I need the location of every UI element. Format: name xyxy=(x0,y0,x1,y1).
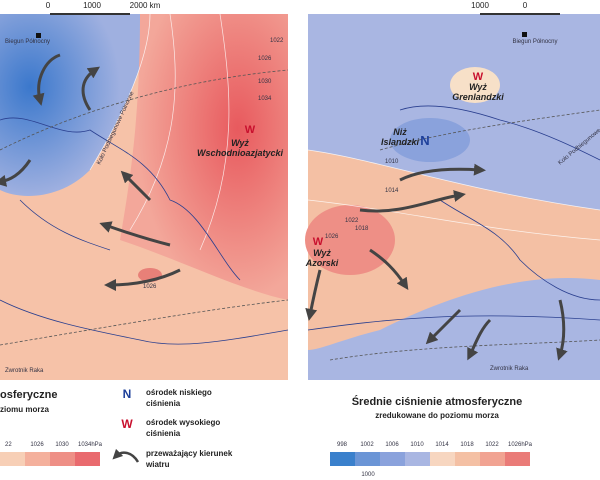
legend-tick: 1014 xyxy=(435,442,449,448)
high-name: Wyż xyxy=(469,82,487,92)
legend-tick: 1010 xyxy=(410,442,424,448)
scale-label: 0 xyxy=(46,1,51,10)
left-legend: osferyczne ziomu morza 22 1026 1030 1034… xyxy=(0,389,103,466)
key: N ośrodek niskiego ciśnienia W ośrodek w… xyxy=(112,387,233,469)
high-symbol: W xyxy=(473,71,484,83)
legend-tick: 1026hPa xyxy=(508,442,533,448)
legend-tick: 998 xyxy=(337,442,348,448)
isobar-label: 1022 xyxy=(270,38,284,44)
isobar-label: 1018 xyxy=(355,226,369,232)
scale-label: 1000 xyxy=(83,1,101,10)
legend-tick: 1022 xyxy=(485,442,499,448)
legend-tick: 1006 xyxy=(385,442,399,448)
right-map: 1000 0 Biegun Północny W Wyż Grenlandzki… xyxy=(305,1,600,380)
key-text: przeważający kierunek xyxy=(146,449,233,458)
legend-tick: 1034hPa xyxy=(78,442,103,448)
key-text: ciśnienia xyxy=(146,399,181,408)
key-text: ciśnienia xyxy=(146,429,181,438)
scale-label: 0 xyxy=(523,1,528,10)
low-symbol: N xyxy=(123,387,132,401)
key-text: ośrodek wysokiego xyxy=(146,418,220,427)
legend-tick: 22 xyxy=(5,442,12,448)
legend-title: Średnie ciśnienie atmosferyczne xyxy=(352,395,523,408)
legend-tick: 1000 xyxy=(361,472,375,478)
right-legend: Średnie ciśnienie atmosferyczne zredukow… xyxy=(330,395,533,478)
isobar-label: 1014 xyxy=(385,188,399,194)
legend-tick: 1026 xyxy=(30,442,44,448)
isobar-label: 1030 xyxy=(258,79,272,85)
low-name: Niż xyxy=(393,127,407,137)
isobar-label: 1026 xyxy=(143,284,157,290)
legend-tick: 1030 xyxy=(55,442,69,448)
pole-label: Biegun Północny xyxy=(5,39,50,45)
pole-label: Biegun Północny xyxy=(512,39,557,45)
legend-title: osferyczne xyxy=(0,389,57,401)
key-text: ośrodek niskiego xyxy=(146,388,212,397)
high-name: Wyż xyxy=(313,248,331,258)
scale-label: 1000 xyxy=(471,1,489,10)
legend-subtitle: zredukowane do poziomu morza xyxy=(375,411,499,420)
legend-tick: 1002 xyxy=(360,442,374,448)
isobar-label: 1026 xyxy=(325,234,339,240)
legend-subtitle: ziomu morza xyxy=(0,405,49,414)
scale-label: 2000 km xyxy=(130,1,161,10)
tropic-label: Zwrotnik Raka xyxy=(490,366,529,372)
high-name: Grenlandzki xyxy=(452,92,504,102)
isobar-label: 1026 xyxy=(258,56,272,62)
key-text: wiatru xyxy=(145,460,170,469)
high-name: Wschodnioazjatycki xyxy=(197,148,284,158)
tropic-label: Zwrotnik Raka xyxy=(5,368,44,374)
high-symbol: W xyxy=(313,236,324,248)
isobar-label: 1010 xyxy=(385,159,399,165)
left-map: 0 1000 2000 km Biegun Północny W Wyż Wsc… xyxy=(0,1,289,380)
high-symbol: W xyxy=(245,124,256,136)
legend-tick: 1018 xyxy=(460,442,474,448)
high-symbol: W xyxy=(121,417,133,431)
isobar-label: 1034 xyxy=(258,96,272,102)
low-symbol: N xyxy=(420,133,429,148)
high-name: Wyż xyxy=(231,138,249,148)
high-name: Azorski xyxy=(305,258,339,268)
isobar-label: 1022 xyxy=(345,218,359,224)
low-name: Islandzki xyxy=(381,137,420,147)
